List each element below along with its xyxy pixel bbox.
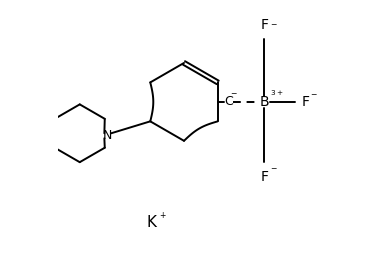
Text: $^{-}$: $^{-}$ <box>270 22 277 32</box>
Text: B: B <box>259 95 269 109</box>
Text: F: F <box>302 95 310 109</box>
Text: $^{3+}$: $^{3+}$ <box>270 91 283 101</box>
Text: $^{-}$: $^{-}$ <box>270 167 277 177</box>
Text: K: K <box>146 215 156 230</box>
Text: $^{+}$: $^{+}$ <box>159 211 167 221</box>
Text: $^{-}$: $^{-}$ <box>309 92 317 102</box>
Text: C: C <box>224 96 233 108</box>
Text: F: F <box>261 170 268 184</box>
Text: F: F <box>261 18 268 31</box>
Text: $^{-}$: $^{-}$ <box>230 91 238 101</box>
Text: N: N <box>103 129 112 142</box>
